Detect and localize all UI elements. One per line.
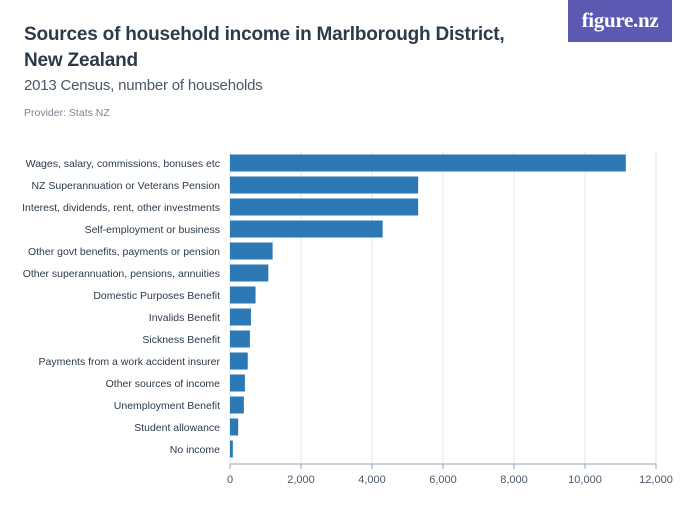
category-label: Wages, salary, commissions, bonuses etc	[26, 158, 220, 170]
bar	[230, 418, 239, 436]
category-label: No income	[170, 444, 220, 456]
bar	[230, 154, 626, 172]
x-tick-label: 12,000	[639, 474, 673, 486]
category-label: Invalids Benefit	[149, 312, 220, 324]
bar	[230, 242, 273, 260]
bar	[230, 308, 251, 326]
bar	[230, 396, 244, 414]
x-tick-label: 10,000	[568, 474, 602, 486]
category-label: Domestic Purposes Benefit	[93, 290, 220, 302]
x-tick-label: 8,000	[500, 474, 528, 486]
bar	[230, 374, 245, 392]
provider-note: Provider: Stats NZ	[24, 107, 110, 119]
figure-nz-logo[interactable]: figure.nz	[568, 0, 672, 42]
x-tick-label: 0	[227, 474, 233, 486]
chart-title: Sources of household income in Marlborou…	[24, 24, 505, 71]
category-label: Unemployment Benefit	[114, 400, 220, 412]
bar	[230, 440, 233, 458]
category-label: Other govt benefits, payments or pension	[28, 246, 220, 258]
category-label: Sickness Benefit	[142, 334, 220, 346]
category-label: Interest, dividends, rent, other investm…	[22, 202, 220, 214]
bar	[230, 176, 419, 194]
category-label: NZ Superannuation or Veterans Pension	[31, 180, 220, 192]
bar	[230, 264, 269, 282]
x-tick-label: 6,000	[429, 474, 457, 486]
chart-subtitle: 2013 Census, number of households	[24, 77, 263, 94]
x-tick-label: 2,000	[287, 474, 315, 486]
category-label: Other sources of income	[106, 378, 221, 390]
bar	[230, 286, 256, 304]
bar	[230, 352, 248, 370]
x-tick-label: 4,000	[358, 474, 386, 486]
category-label: Other superannuation, pensions, annuitie…	[23, 268, 220, 280]
bar	[230, 330, 250, 348]
bar	[230, 198, 419, 216]
category-label: Student allowance	[134, 422, 220, 434]
category-label: Payments from a work accident insurer	[39, 356, 221, 368]
bar	[230, 220, 383, 238]
category-label: Self-employment or business	[85, 224, 220, 236]
